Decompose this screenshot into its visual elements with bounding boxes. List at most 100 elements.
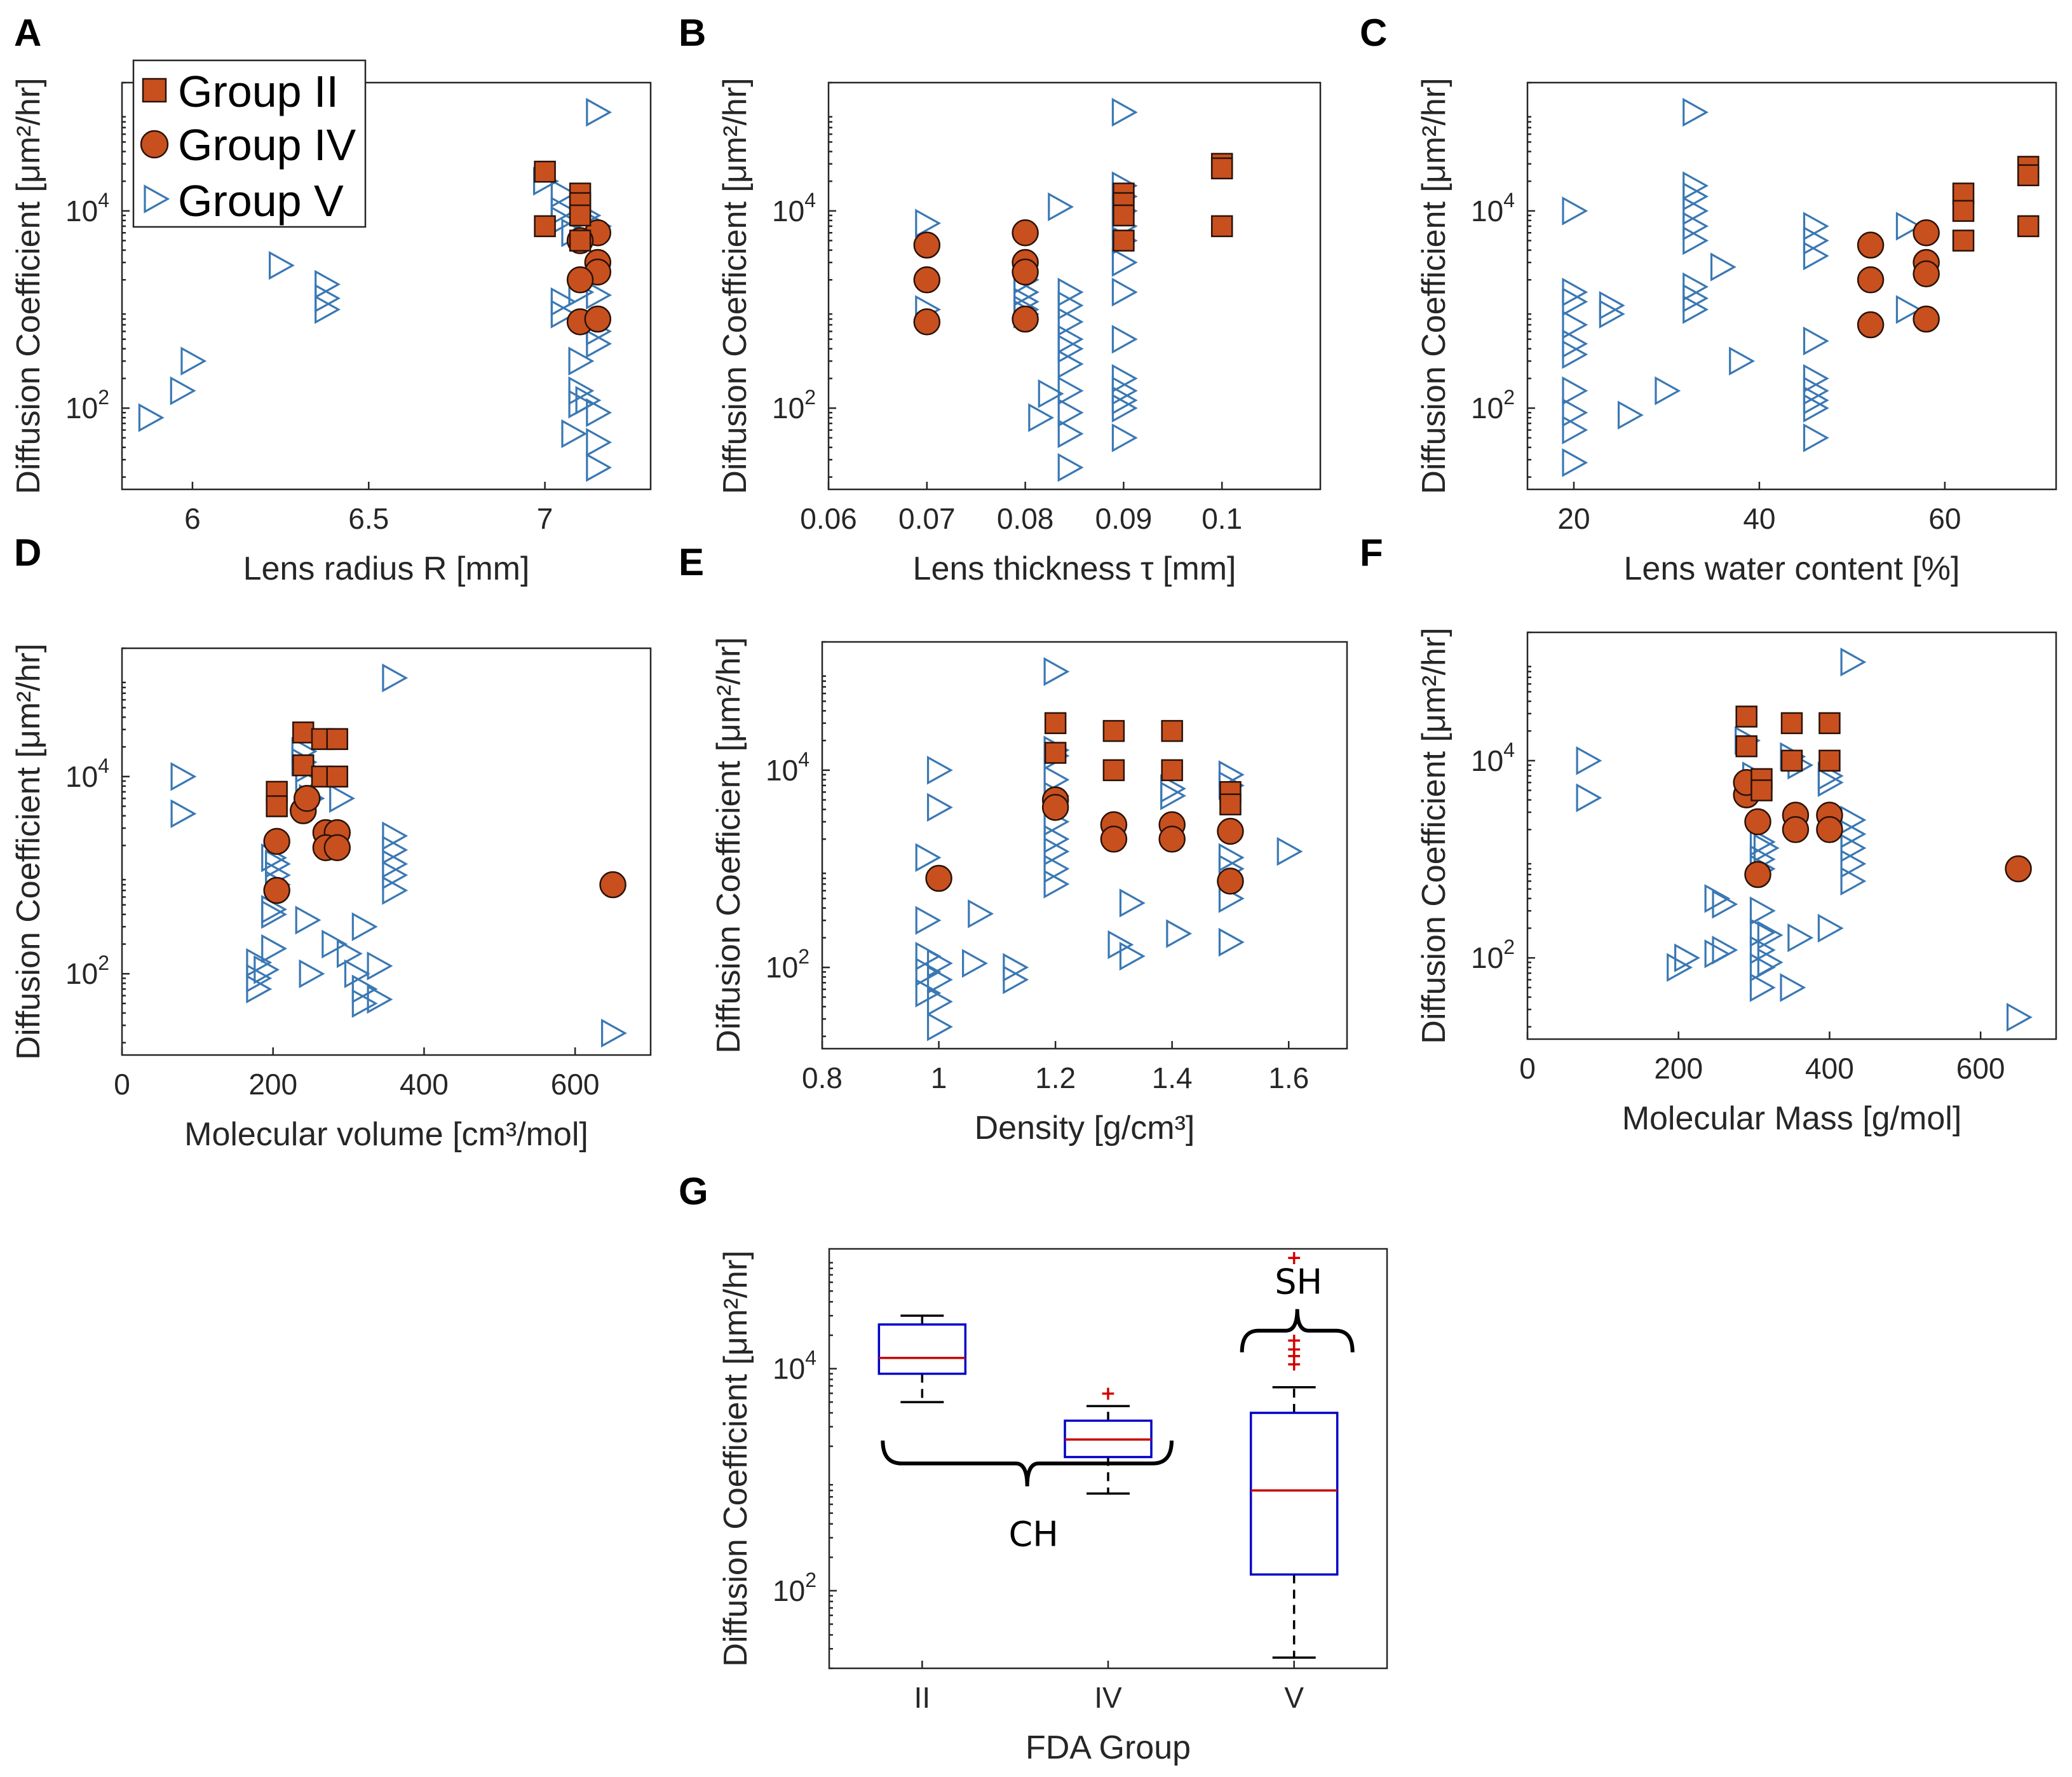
scatter-point-group-v <box>1057 419 1084 449</box>
legend-square-marker <box>142 78 167 103</box>
scatter-point-group-v <box>1562 287 1588 317</box>
scatter-point-group-ii <box>1735 705 1757 728</box>
panel-g-fda-group-boxplot: 102 104 II IV V FDA Group Diffusion Coefficien… <box>717 1247 1388 1766</box>
y-tick-label: 104 <box>1471 739 1515 777</box>
scatter-point-group-ii <box>292 754 315 777</box>
x-axis-label: Density [g/cm³] <box>975 1110 1195 1147</box>
x-axis-label: Molecular Mass [g/mol] <box>1622 1100 1962 1137</box>
scatter-point-group-iv <box>1158 826 1186 853</box>
scatter-point-group-v <box>1562 448 1588 477</box>
x-tick-label: 0.08 <box>997 502 1054 535</box>
axes-frame <box>821 641 1348 1050</box>
scatter-point-group-ii <box>1161 719 1183 742</box>
scatter-point-group-iv <box>1744 808 1771 836</box>
scatter-point-group-v <box>1749 896 1776 925</box>
scatter-point-group-v <box>1057 307 1084 337</box>
scatter-point-group-v <box>1038 379 1064 409</box>
scatter-point-group-v <box>1048 192 1074 222</box>
y-axis-label: Diffusion Coefficient [μm²/hr] <box>710 637 747 1053</box>
x-tick-label: 0.09 <box>1095 502 1153 535</box>
scatter-point-group-ii <box>1210 215 1233 238</box>
scatter-point-group-iv <box>1913 260 1940 288</box>
scatter-point-group-v <box>344 959 370 988</box>
panel-letter-f: F <box>1360 531 1383 574</box>
y-tick-label: 104 <box>65 189 109 228</box>
scatter-point-group-ii <box>1952 200 1975 222</box>
y-tick-label: 102 <box>65 951 109 990</box>
scatter-point-group-v <box>926 793 953 822</box>
scatter-point-group-v <box>968 899 994 929</box>
scatter-point-group-ii <box>326 765 348 788</box>
y-tick-label: 102 <box>772 386 816 425</box>
x-axis-label: Lens thickness τ [mm] <box>913 550 1236 587</box>
scatter-point-group-iv <box>925 864 952 892</box>
scatter-point-group-v <box>170 762 197 791</box>
scatter-point-group-v <box>382 663 409 693</box>
x-tick-label: 600 <box>1956 1052 2005 1085</box>
scatter-point-group-v <box>1757 948 1784 977</box>
scatter-point-group-v <box>315 295 341 324</box>
scatter-point-group-iv <box>1857 266 1885 294</box>
panel-letter-d: D <box>14 531 41 574</box>
x-tick-label: 0.8 <box>802 1061 843 1094</box>
scatter-point-group-v <box>926 965 953 995</box>
panel-b-lens-thickness: 102 104 0.06 0.07 0.08 0.09 0.1 Lens thickness … <box>717 78 1322 587</box>
y-axis-label: Diffusion Coefficient [μm²/hr] <box>10 78 47 494</box>
scatter-point-group-v <box>1119 888 1146 918</box>
scatter-point-group-v <box>382 835 409 865</box>
panel-letter-e: E <box>679 541 704 583</box>
scatter-point-group-v <box>1749 918 1776 948</box>
scatter-point-group-iv <box>584 305 612 333</box>
scatter-point-group-v <box>1043 854 1070 883</box>
scatter-point-group-ii <box>534 160 556 183</box>
scatter-point-group-v <box>246 948 273 977</box>
x-axis-label: Molecular volume [cm³/mol] <box>184 1116 588 1153</box>
scatter-point-group-iv <box>1744 861 1771 888</box>
scatter-point-group-v <box>329 784 355 813</box>
scatter-point-group-v <box>1218 927 1245 957</box>
axes-frame <box>121 647 652 1056</box>
scatter-point-group-v <box>246 974 273 1004</box>
scatter-point-group-ii <box>1102 719 1125 742</box>
scatter-point-group-v <box>382 861 409 890</box>
scatter-point-group-ii <box>2017 164 2040 186</box>
scatter-point-group-ii <box>1210 157 1233 180</box>
scatter-point-group-iv <box>1782 816 1810 843</box>
x-tick-label: 20 <box>1557 502 1590 535</box>
scatter-point-group-v <box>915 906 942 935</box>
scatter-point-group-iv <box>263 876 290 904</box>
scatter-point-group-v <box>1111 97 1138 127</box>
scatter-point-group-v <box>261 934 288 963</box>
scatter-point-group-ii <box>1219 793 1242 815</box>
scatter-point-group-v <box>1803 226 1829 255</box>
y-tick-label: 104 <box>1471 189 1515 228</box>
scatter-point-group-v <box>299 959 325 988</box>
scatter-point-group-v <box>586 329 613 358</box>
scatter-point-group-v <box>138 403 165 432</box>
scatter-point-group-iv <box>1857 231 1885 259</box>
x-tick-label: 40 <box>1743 502 1775 535</box>
x-tick-label: 0.06 <box>800 502 857 535</box>
scatter-point-group-v <box>295 906 322 935</box>
scatter-point-group-v <box>1704 884 1731 913</box>
scatter-point-group-v <box>586 398 613 427</box>
scatter-point-group-v <box>1057 350 1084 379</box>
x-axis-label: Lens radius R [mm] <box>243 550 530 587</box>
panel-d-molecular-volume: 102 104 0 200 400 600 Molecular volume [cm³/mo… <box>10 643 652 1153</box>
scatter-point-group-v <box>1667 953 1693 982</box>
legend-box <box>132 59 367 228</box>
scatter-point-group-v <box>1683 212 1709 241</box>
legend-label-group-iv: Group IV <box>178 120 356 170</box>
scatter-point-group-v <box>1683 97 1709 127</box>
y-tick-label: 104 <box>766 748 809 787</box>
scatter-point-group-v <box>568 346 595 376</box>
scatter-point-group-v <box>1057 334 1084 364</box>
scatter-point-group-v <box>926 949 953 978</box>
scatter-point-group-v <box>1617 400 1644 430</box>
scatter-point-group-v <box>1599 299 1625 329</box>
scatter-point-group-ii <box>1780 749 1803 772</box>
box-iqr <box>1249 1412 1339 1576</box>
scatter-point-group-iv <box>1913 219 1940 247</box>
scatter-point-group-v <box>1028 403 1055 432</box>
scatter-point-group-v <box>1683 226 1709 255</box>
